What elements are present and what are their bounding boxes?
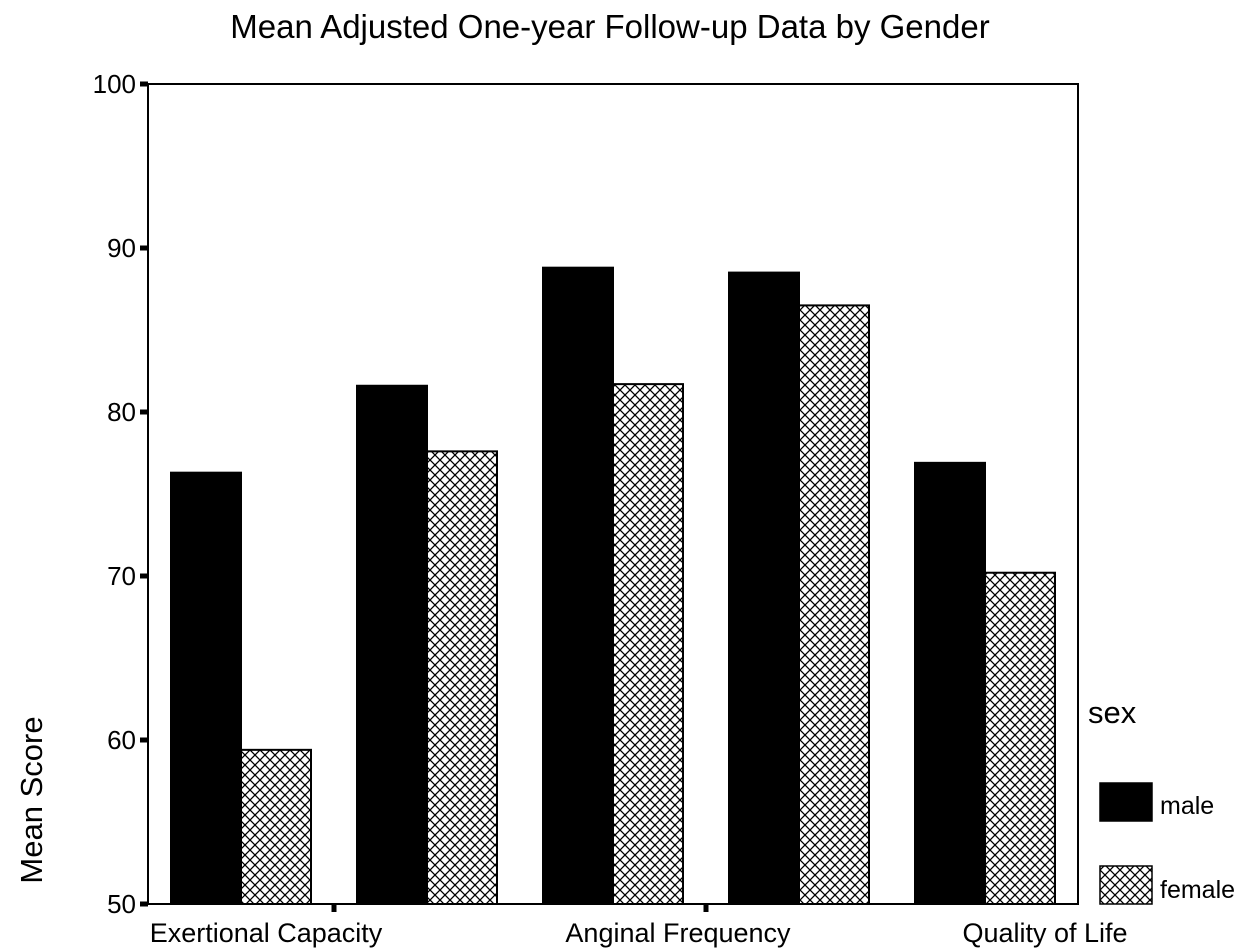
bar-female-5 [984,571,1056,905]
bar-male-5 [914,461,986,905]
bar-female-3 [612,383,684,905]
y-tick-label: 100 [93,69,136,99]
legend-title: sex [1088,695,1137,730]
legend-swatch-male [1099,782,1153,822]
y-axis-label: Mean Score [14,716,49,883]
chart-title: Mean Adjusted One-year Follow-up Data by… [230,8,989,45]
x-tick-label: Anginal Frequency [565,918,791,948]
bar-female-4 [798,304,870,905]
bar-male-2 [356,384,428,905]
bar-female-2 [426,450,498,905]
y-tick-label: 60 [107,725,136,755]
bar-female-1 [240,748,312,906]
y-tick-label: 90 [107,233,136,263]
x-tick-label: Exertional Capacity [150,918,383,948]
x-tick-label: Quality of Life [962,918,1127,948]
y-tick-label: 80 [107,397,136,427]
bar-male-4 [728,271,800,906]
y-tick-label: 70 [107,561,136,591]
bar-male-3 [542,266,614,905]
legend-label-male: male [1160,792,1214,820]
y-tick-label: 50 [107,889,136,919]
legend-swatch-female [1099,865,1153,905]
bar-male-1 [170,471,242,905]
legend-label-female: female [1160,876,1235,904]
